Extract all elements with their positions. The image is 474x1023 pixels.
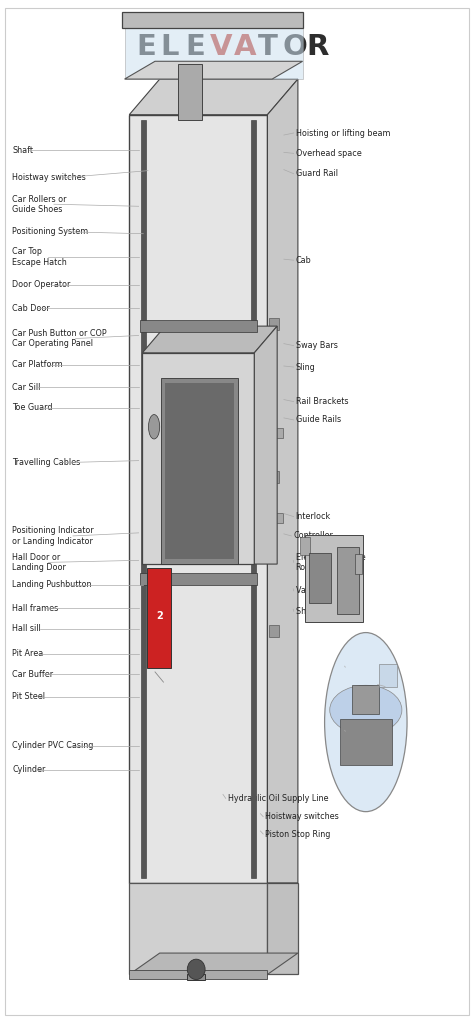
Polygon shape bbox=[267, 79, 298, 883]
Bar bbox=[269, 625, 279, 637]
Text: Cab Door: Cab Door bbox=[12, 304, 50, 312]
Bar bbox=[352, 685, 379, 714]
Polygon shape bbox=[129, 953, 298, 975]
Polygon shape bbox=[267, 883, 298, 975]
Text: Cylinder: Cylinder bbox=[12, 765, 46, 774]
Text: Valve Muffler: Valve Muffler bbox=[296, 586, 348, 595]
Bar bbox=[309, 552, 331, 604]
Text: Landing Pushbutton: Landing Pushbutton bbox=[12, 580, 91, 589]
Text: Pit Steel: Pit Steel bbox=[12, 693, 45, 701]
Bar bbox=[355, 553, 362, 574]
Text: Hydraulic Oil Supply Line: Hydraulic Oil Supply Line bbox=[228, 794, 328, 803]
Text: E: E bbox=[137, 33, 156, 60]
Bar bbox=[251, 120, 256, 878]
Text: Travelling Cables: Travelling Cables bbox=[12, 458, 81, 468]
Text: Cab: Cab bbox=[296, 256, 311, 265]
Text: Sway Bars: Sway Bars bbox=[296, 341, 337, 350]
Text: Car Top
Escape Hatch: Car Top Escape Hatch bbox=[12, 248, 67, 267]
Text: Toe Guard: Toe Guard bbox=[12, 403, 53, 412]
Bar bbox=[178, 63, 202, 120]
Text: Positioning System: Positioning System bbox=[12, 227, 88, 236]
Polygon shape bbox=[125, 20, 302, 79]
Bar bbox=[122, 12, 302, 29]
Text: Cylinder PVC Casing: Cylinder PVC Casing bbox=[12, 741, 93, 750]
Bar bbox=[140, 320, 257, 332]
Text: Positioning Indicator
or Landing Indicator: Positioning Indicator or Landing Indicat… bbox=[12, 526, 94, 545]
Bar bbox=[161, 379, 238, 564]
Text: Interlock: Interlock bbox=[296, 513, 331, 521]
Text: Hoisting or lifting beam: Hoisting or lifting beam bbox=[296, 129, 390, 137]
Circle shape bbox=[325, 632, 407, 811]
Bar bbox=[300, 537, 310, 555]
Text: L: L bbox=[161, 33, 179, 60]
Text: R: R bbox=[307, 33, 329, 60]
Text: Sling: Sling bbox=[296, 362, 315, 371]
Text: technics: technics bbox=[211, 65, 263, 79]
Text: Door Operator: Door Operator bbox=[12, 280, 71, 290]
Text: Overhead space: Overhead space bbox=[296, 149, 361, 158]
Text: T: T bbox=[258, 33, 278, 60]
Text: Guide Rails: Guide Rails bbox=[296, 415, 341, 425]
Text: Valve: Valve bbox=[347, 663, 369, 672]
Polygon shape bbox=[125, 61, 302, 79]
Bar bbox=[340, 719, 392, 765]
Bar bbox=[141, 120, 146, 878]
Bar bbox=[269, 317, 279, 329]
Bar bbox=[269, 472, 279, 484]
Text: Hall Door or
Landing Door: Hall Door or Landing Door bbox=[12, 552, 66, 572]
Bar bbox=[270, 513, 283, 523]
Text: Car Sill: Car Sill bbox=[12, 383, 40, 392]
Bar bbox=[165, 384, 234, 559]
Bar bbox=[142, 353, 255, 564]
Bar bbox=[187, 975, 205, 980]
Text: V: V bbox=[210, 33, 232, 60]
Bar bbox=[129, 971, 267, 979]
Text: Hoistway switches: Hoistway switches bbox=[12, 173, 86, 182]
Bar bbox=[379, 664, 397, 686]
Bar bbox=[129, 115, 267, 883]
Text: E: E bbox=[185, 33, 205, 60]
Text: Hall sill: Hall sill bbox=[12, 624, 41, 633]
Text: Rail Brackets: Rail Brackets bbox=[296, 397, 348, 406]
Polygon shape bbox=[255, 326, 277, 564]
Text: A: A bbox=[234, 33, 256, 60]
Polygon shape bbox=[129, 79, 298, 115]
Text: 2: 2 bbox=[156, 611, 163, 621]
Circle shape bbox=[148, 414, 160, 439]
Text: Car Buffer: Car Buffer bbox=[12, 670, 53, 679]
Text: Shut off Valve: Shut off Valve bbox=[296, 607, 351, 616]
Text: Shaft: Shaft bbox=[12, 146, 33, 154]
Bar bbox=[129, 883, 267, 975]
Bar bbox=[270, 428, 283, 438]
Ellipse shape bbox=[330, 685, 402, 735]
Bar bbox=[147, 568, 172, 668]
Text: Pump: Pump bbox=[347, 726, 370, 736]
Text: Guard Rail: Guard Rail bbox=[296, 169, 337, 178]
Text: O: O bbox=[283, 33, 307, 60]
Bar bbox=[337, 547, 359, 614]
Text: Car Push Button or COP
Car Operating Panel: Car Push Button or COP Car Operating Pan… bbox=[12, 328, 107, 348]
Text: Oil: Oil bbox=[387, 682, 398, 691]
Bar bbox=[140, 573, 257, 585]
Text: Car Rollers or
Guide Shoes: Car Rollers or Guide Shoes bbox=[12, 194, 67, 214]
Polygon shape bbox=[142, 326, 277, 353]
Text: Elevator Machine
Room: Elevator Machine Room bbox=[296, 552, 365, 572]
Text: Controller: Controller bbox=[293, 531, 333, 540]
Text: Hall frames: Hall frames bbox=[12, 604, 58, 613]
Text: Pit Area: Pit Area bbox=[12, 650, 44, 659]
Text: Car Platform: Car Platform bbox=[12, 360, 63, 369]
Ellipse shape bbox=[187, 960, 205, 980]
Text: Piston Stop Ring: Piston Stop Ring bbox=[265, 830, 330, 839]
Text: Hoistway switches: Hoistway switches bbox=[265, 812, 339, 821]
Bar bbox=[305, 535, 364, 622]
